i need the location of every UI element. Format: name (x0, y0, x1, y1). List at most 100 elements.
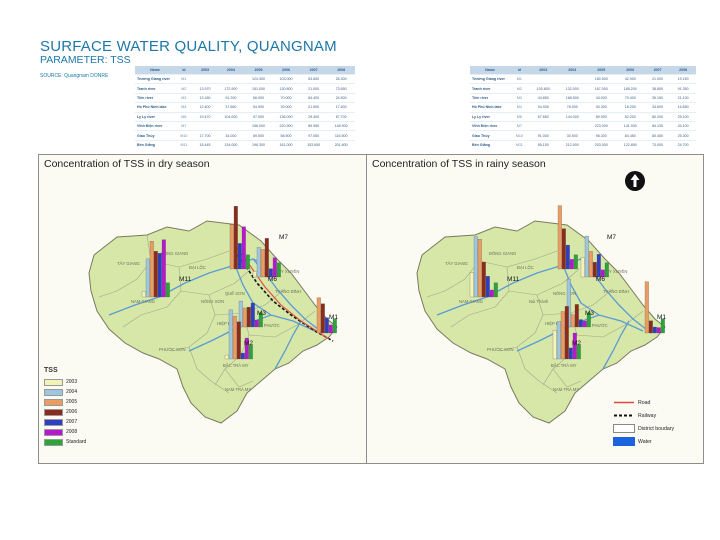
legend-item-road: Road (613, 396, 693, 409)
tss-value-cell: 66.900 (244, 92, 273, 103)
tss-value-cell: 180.500 (586, 73, 616, 84)
tss-bar-m2 (236, 321, 241, 360)
tss-bar-m11 (481, 261, 486, 298)
rainy-season-map-title: Concentration of TSS in rainy season (372, 158, 546, 170)
tss-value-cell: 21.000 (299, 83, 328, 94)
north-arrow-icon (625, 171, 645, 191)
tss-value-cell: 156.000 (244, 120, 273, 131)
tss-value-cell: 30.500 (557, 130, 587, 141)
tss-bar-m2 (564, 306, 569, 360)
tss-bar-m2 (572, 332, 577, 360)
tss-bar-m7 (561, 228, 566, 270)
table-header-cell: Name (470, 66, 510, 75)
district-label: PHƯỚC SƠN (487, 347, 514, 352)
tss-bar-m6 (256, 247, 261, 278)
tss-bar-m7 (233, 206, 238, 270)
station-name-cell: Tiên river (470, 92, 510, 103)
tss-value-cell: 24.700 (670, 139, 696, 150)
tss-value-cell: 151.000 (244, 83, 273, 94)
tss-value-cell: 38.850 (644, 83, 671, 94)
river-line (602, 320, 630, 370)
tss-value-cell: 196.300 (244, 139, 273, 150)
tss-bar-m1 (328, 324, 333, 334)
river-line (234, 264, 272, 316)
tss-value-cell: 52.200 (615, 111, 645, 122)
table-header-cell: 2004 (557, 66, 587, 75)
table-header-cell: 2003 (528, 66, 558, 75)
table-header-cell: id (510, 66, 529, 75)
station-id-cell: M7 (175, 120, 193, 131)
table-header-cell: 2007 (299, 66, 328, 75)
tss-bar-m6 (592, 262, 597, 278)
tss-value-cell: 91.000 (528, 130, 558, 141)
tss-bar-m11 (489, 289, 494, 298)
tss-value-cell: 53.650 (299, 73, 328, 84)
tss-value-cell: 124.300 (244, 73, 273, 84)
tss-bar-m6 (252, 271, 257, 278)
district-label: BẮC TRÀ MY (551, 363, 577, 368)
district-label: THĂNG BÌNH (275, 289, 301, 294)
legend-label: 2005 (66, 399, 78, 405)
tss-bar-m3 (574, 304, 579, 328)
station-id-cell: M6 (175, 111, 193, 122)
tss-bar-m3 (242, 307, 247, 328)
tss-bar-m11 (153, 251, 158, 298)
tss-bar-m3 (578, 319, 583, 328)
tss-value-cell: 144.000 (557, 111, 587, 122)
tss-bar-m2 (552, 330, 557, 360)
legend-item: 2004 (44, 387, 104, 397)
district-boundary (170, 294, 216, 352)
tss-value-cell: 73.650 (327, 83, 355, 94)
tss-bar-m6 (276, 262, 281, 278)
table-row: Ly Ly river M6 19.470 104.000 97.000 136.000 2… (135, 111, 355, 122)
tss-bar-m11 (149, 241, 154, 298)
district-label: ĐẠI LỘC (517, 265, 534, 270)
tss-value-cell (557, 73, 587, 84)
river-line (436, 258, 596, 316)
station-label: M2 (244, 340, 253, 347)
tss-value-cell: 84.130 (644, 120, 671, 131)
station-name-cell: Trường Giang river (135, 73, 175, 84)
legend-item-district: District boudary (613, 422, 693, 435)
tss-value-cell: 148.900 (327, 120, 355, 131)
tss-bar-m1 (660, 318, 665, 334)
legend-label: 2006 (66, 409, 78, 415)
tss-bar-m11 (477, 239, 482, 298)
tss-value-cell: 30.300 (586, 102, 616, 113)
tss-value-cell: 84.450 (615, 130, 645, 141)
table-header-cell: 2008 (670, 66, 696, 75)
tss-bar-m7 (557, 205, 562, 270)
district-label: TÂY GIANG (445, 261, 468, 266)
district-label: TIÊN PHƯỚC (581, 323, 608, 328)
table-header-cell: id (175, 66, 193, 75)
station-name-cell: Vĩnh Điện river (135, 120, 175, 131)
tss-value-cell: 91.350 (670, 83, 696, 94)
tss-value-cell: 84.400 (299, 92, 328, 103)
tss-value-cell: 69.500 (244, 130, 273, 141)
dry-season-data-table: Name id 2003 2004 2005 2006 2007 2008 Trường Gia… (135, 66, 355, 150)
tss-bar-m1 (324, 317, 329, 334)
tss-value-cell: 58.500 (272, 130, 300, 141)
table-row: Hồ Phú Ninh lake M4 12.400 37.660 54.900 39.0… (135, 102, 355, 113)
station-label: M3 (257, 310, 266, 317)
district-boundary (122, 266, 182, 328)
station-label: M1 (329, 314, 338, 321)
tss-value-cell: 26.150 (644, 92, 671, 103)
tss-value-cell: 161.000 (272, 139, 300, 150)
dry-season-map: TÂY GIANG ĐÔNG GIANG NAM GIANG PHƯỚC SƠN QUẾ… (88, 206, 338, 424)
district-boundary (478, 250, 558, 268)
station-id-cell: M10 (510, 130, 529, 141)
station-label: M7 (279, 234, 288, 241)
tss-bar-m7 (241, 226, 246, 270)
station-label: M11 (507, 276, 520, 283)
tss-value-cell: 34.100 (670, 120, 696, 131)
tss-bar-m6 (268, 268, 273, 278)
tss-value-cell: 100.800 (528, 83, 558, 94)
station-name-cell: Tranh river (135, 83, 175, 94)
legend-swatch (44, 378, 63, 386)
page-subtitle: PARAMETER: TSS (40, 54, 131, 66)
map-geography (416, 220, 666, 424)
tss-bar-m2 (240, 352, 245, 360)
district-label: NAM GIANG (459, 299, 483, 304)
tss-value-cell: 167.000 (586, 83, 616, 94)
